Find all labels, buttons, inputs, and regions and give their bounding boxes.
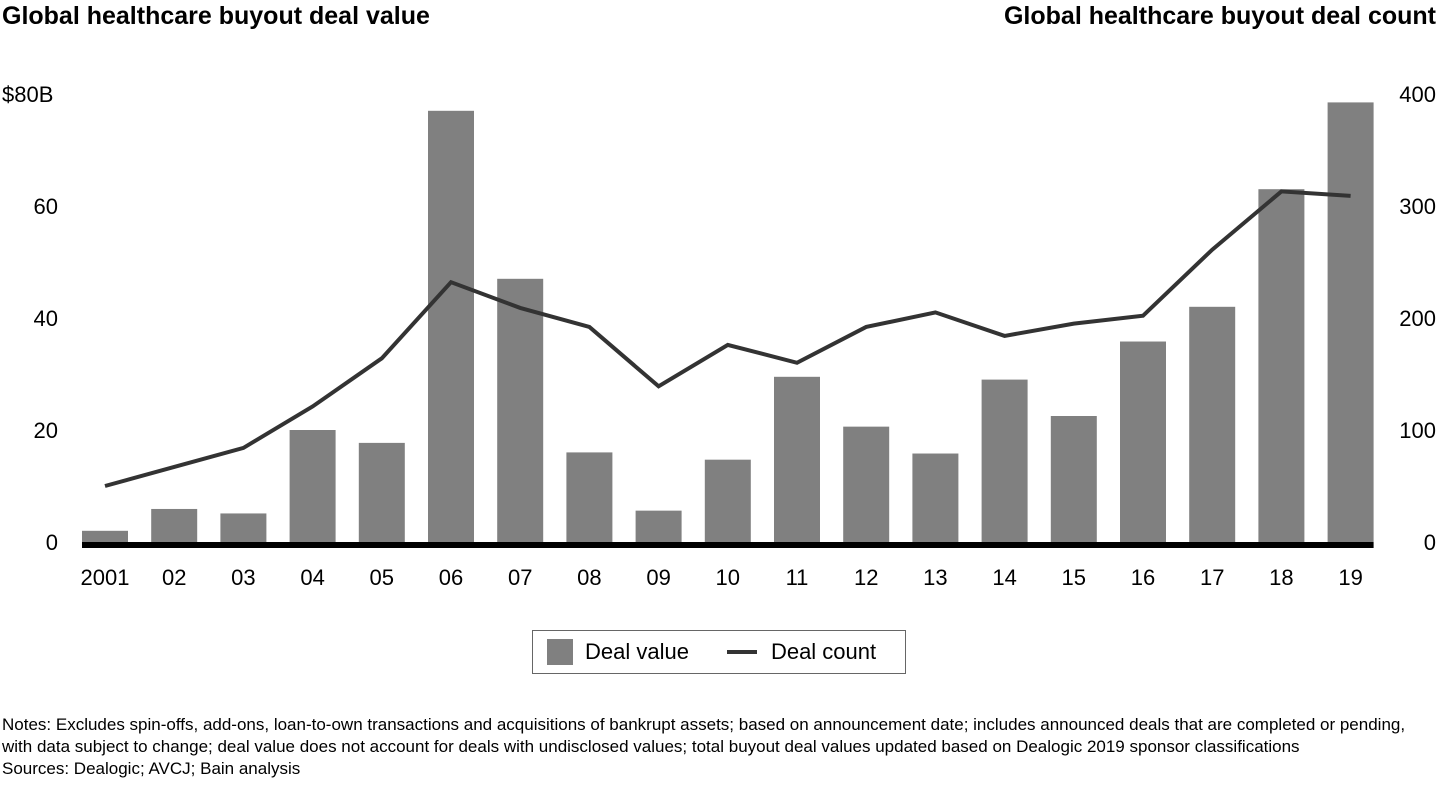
bar-18	[1258, 189, 1305, 542]
y-left-tick-label: 60	[34, 194, 58, 219]
x-tick-label: 2001	[81, 565, 130, 590]
legend-label-deal-count: Deal count	[770, 639, 877, 664]
x-tick-label: 09	[646, 565, 670, 590]
x-tick-label: 02	[162, 565, 186, 590]
bar-17	[1189, 306, 1236, 542]
y-left-tick-label: 40	[34, 306, 58, 331]
x-tick-label: 04	[300, 565, 324, 590]
x-tick-label: 07	[508, 565, 532, 590]
x-tick-label: 06	[439, 565, 463, 590]
x-tick-label: 17	[1200, 565, 1224, 590]
bar-05	[358, 442, 405, 542]
bar-07	[497, 278, 544, 542]
y-right-tick-label: 400	[1399, 82, 1436, 107]
bar-16	[1120, 341, 1166, 542]
x-tick-label: 18	[1269, 565, 1293, 590]
x-tick-label: 08	[577, 565, 601, 590]
chart-title-deal-count: Global healthcare buyout deal count	[1003, 2, 1436, 30]
y-right-tick-label: 200	[1399, 306, 1436, 331]
x-tick-label: 16	[1131, 565, 1155, 590]
x-tick-label: 13	[923, 565, 947, 590]
x-tick-label: 15	[1062, 565, 1086, 590]
y-left-tick-label: 0	[46, 530, 58, 555]
y-left-tick-label: 20	[34, 418, 58, 443]
bar-04	[289, 430, 336, 542]
bar-06	[428, 110, 474, 543]
chart-title-deal-value: Global healthcare buyout deal value	[2, 2, 430, 30]
x-tick-label: 19	[1338, 565, 1362, 590]
y-right-tick-label: 300	[1399, 194, 1436, 219]
legend-swatch-deal-value	[547, 639, 573, 665]
bar-14	[981, 379, 1028, 542]
x-tick-label: 12	[854, 565, 878, 590]
bar-11	[774, 376, 820, 542]
legend: Deal value Deal count	[532, 630, 906, 674]
x-tick-label: 14	[992, 565, 1016, 590]
bar-2001	[82, 530, 128, 542]
bar-09	[635, 510, 682, 542]
bar-13	[912, 453, 959, 542]
y-left-tick-label: $80B	[2, 82, 53, 107]
footnotes: Notes: Excludes spin-offs, add-ons, loan…	[2, 714, 1440, 780]
x-tick-label: 05	[370, 565, 394, 590]
x-tick-label: 03	[231, 565, 255, 590]
combo-chart: 0 20 40 60 $80B 0 100 200 300 400 2001 02 03 04 05 06…	[2, 82, 1436, 590]
bar-08	[566, 452, 613, 542]
y-right-tick-label: 100	[1399, 418, 1436, 443]
sources-text: Sources: Dealogic; AVCJ; Bain analysis	[2, 759, 301, 778]
bar-03	[220, 513, 267, 542]
x-tick-label: 10	[716, 565, 740, 590]
bar-12	[843, 426, 890, 542]
legend-swatch-deal-count	[726, 650, 757, 654]
legend-label-deal-value: Deal value	[585, 639, 689, 664]
bar-19	[1327, 102, 1374, 543]
bar-10	[704, 459, 751, 542]
bar-02	[151, 508, 198, 542]
bar-15	[1050, 416, 1097, 542]
notes-text: Notes: Excludes spin-offs, add-ons, loan…	[2, 715, 1406, 756]
x-tick-label: 11	[786, 565, 809, 590]
y-right-tick-label: 0	[1424, 530, 1436, 555]
